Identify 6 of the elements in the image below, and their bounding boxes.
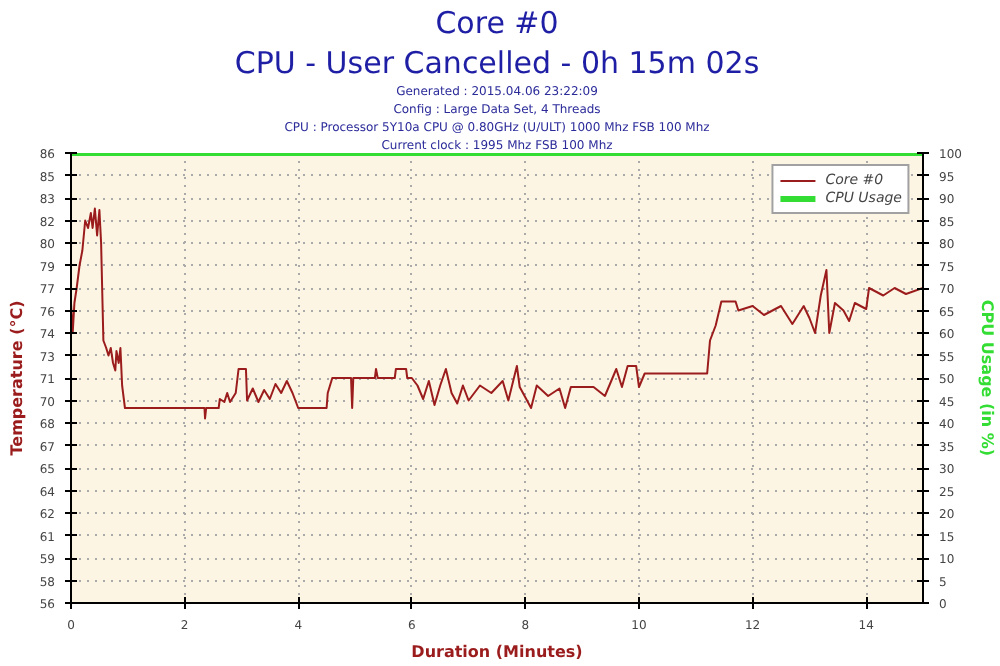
x-axis-title: Duration (Minutes)	[411, 643, 583, 661]
chart-title: Core #0	[435, 5, 559, 41]
y2-axis-title: CPU Usage (in %)	[977, 299, 996, 457]
chart-subtitle: CPU - User Cancelled - 0h 15m 02s	[234, 45, 760, 81]
y-axis-title: Temperature (°C)	[7, 300, 26, 456]
line-series	[71, 207, 923, 420]
